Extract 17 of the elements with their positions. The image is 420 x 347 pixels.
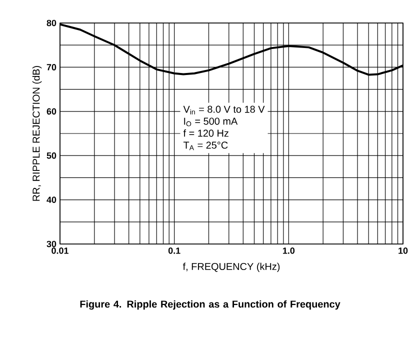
text: Figure 4. Ripple Rejection as a Function of Frequency xyxy=(80,300,340,310)
x-axis-title: f, FREQUENCY (kHz) xyxy=(182,262,280,272)
annotation: I$_{O}$ = 500 mA xyxy=(184,118,238,126)
y-axis-title: RR, RIPPLE REJECTION (dB) xyxy=(32,66,42,201)
y-tick-label: 30 xyxy=(46,240,56,248)
y-tick-label: 70 xyxy=(46,64,56,70)
x-tick-label: 0.1 xyxy=(168,248,180,254)
y-tick-label: 40 xyxy=(46,196,56,203)
annotation: T$_{A}$ = 25°C xyxy=(183,142,228,150)
annotation: V$_{in}$ = 8.0 V to 18 V xyxy=(183,106,265,114)
annotation: f = 120 Hz xyxy=(183,129,228,137)
x-tick-label: 10 xyxy=(398,248,408,254)
y-tick-label: 60 xyxy=(46,108,56,115)
y-tick-label: 80 xyxy=(46,20,56,26)
x-tick-label: 1.0 xyxy=(282,248,295,254)
x-tick-label: 0.01 xyxy=(52,248,68,254)
y-tick-label: 50 xyxy=(46,152,56,159)
